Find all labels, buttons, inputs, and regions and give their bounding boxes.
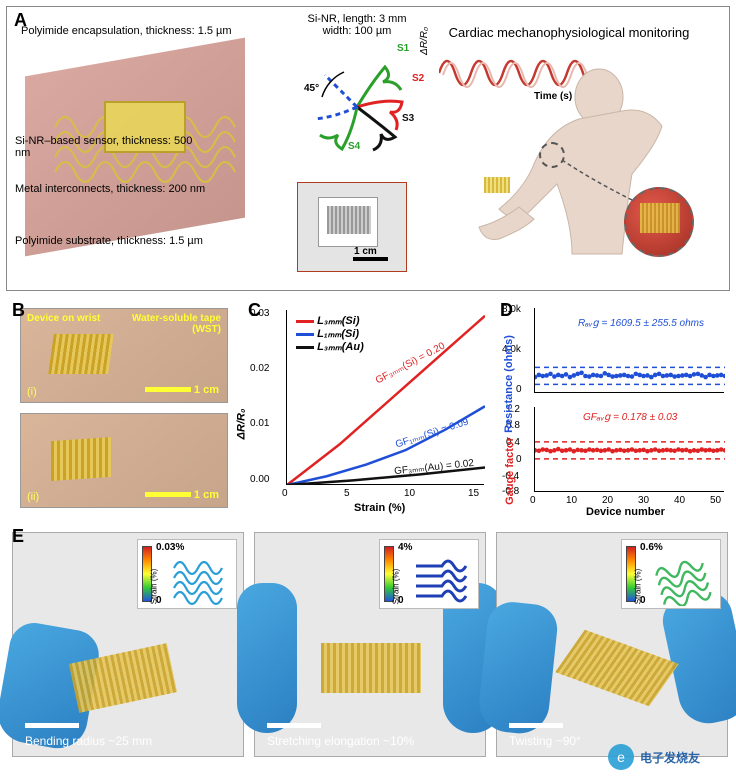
wrist-device-icon <box>484 177 510 193</box>
watermark-logo-text: e <box>617 749 625 765</box>
colorbar-title-2: Strain (%) <box>391 569 400 605</box>
colorbar-title-3: Strain (%) <box>633 569 642 605</box>
annot-sensor: Si-NR–based sensor, thickness: 500 nm <box>15 135 205 159</box>
label-device-on-wrist: Device on wrist <box>27 313 100 324</box>
panel-a: Polyimide encapsulation, thickness: 1.5 … <box>6 6 730 291</box>
rosette-s1: S1 <box>397 43 409 54</box>
panel-d: 8.0k 4.0k 0 Rₐᵥ𝗀 = 1609.5 ± 255.5 ohms 1… <box>498 300 730 515</box>
scale-b2: 1 cm <box>194 489 219 501</box>
rosette-s3: S3 <box>402 113 414 124</box>
panel-label-e: E <box>12 526 24 547</box>
panel-a-inset-photo: 1 cm <box>297 182 407 272</box>
cardiac-title: Cardiac mechanophysiological monitoring <box>429 25 709 40</box>
panel-e-photo-1: Bending radius ~25 mm 0.03% 0 Strain (%) <box>12 532 244 757</box>
panel-c: 0.03 0.02 0.01 0.00 0 5 10 15 Strain (%)… <box>244 300 492 515</box>
watermark-logo-icon: e <box>608 744 634 770</box>
panel-c-legend: L₃ₘₘ(Si) L₁ₘₘ(Si) L₃ₘₘ(Au) <box>296 314 364 353</box>
panel-e-cap-1: Bending radius ~25 mm <box>25 734 152 748</box>
serpentine-mesh-icon <box>45 72 245 192</box>
panel-d-xlabel: Device number <box>586 506 665 518</box>
scale-bar-icon <box>145 387 191 392</box>
panel-c-ylabel: ΔR/R₀ <box>235 409 247 440</box>
cardiac-ylabel: ΔR/R₀ <box>419 27 430 55</box>
strain-inset-1: 0.03% 0 Strain (%) <box>137 539 237 609</box>
annot-encap: Polyimide encapsulation, thickness: 1.5 … <box>21 25 232 37</box>
panel-label-b: B <box>12 300 25 321</box>
scale-bar-icon <box>353 257 388 261</box>
panel-e-cap-2: Stretching elongation ~10% <box>267 734 414 748</box>
panel-e-photo-3: Twisting ~90° 0.6% 0 Strain (%) <box>496 532 728 757</box>
annot-interconnects: Metal interconnects, thickness: 200 nm <box>15 183 205 195</box>
panel-e-cap-3: Twisting ~90° <box>509 734 581 748</box>
strain-max-2: 4% <box>398 542 412 553</box>
panel-b-photo-2: (ii) 1 cm <box>20 413 228 508</box>
legend-l3si: L₃ₘₘ(Si) <box>317 315 359 327</box>
label-wst: Water-soluble tape (WST) <box>132 313 221 335</box>
panel-label-a: A <box>14 10 27 31</box>
panel-b-sub-ii: (ii) <box>27 491 39 503</box>
legend-l1si: L₁ₘₘ(Si) <box>317 328 359 340</box>
scale-bar-icon <box>145 492 191 497</box>
watermark: e 电子发烧友 <box>608 740 728 774</box>
panel-a-human-group: Cardiac mechanophysiological monitoring … <box>419 27 719 277</box>
figure-root: Polyimide encapsulation, thickness: 1.5 … <box>0 0 736 784</box>
panel-b-photo-1: Device on wrist Water-soluble tape (WST)… <box>20 308 228 403</box>
gfavg-label: GFₐᵥ𝗀 = 0.178 ± 0.03 <box>583 412 677 423</box>
panel-b-sub-i: (i) <box>27 386 37 398</box>
panel-e-photo-2: Stretching elongation ~10% 4% 0 Strain (… <box>254 532 486 757</box>
annot-substrate: Polyimide substrate, thickness: 1.5 µm <box>15 235 203 247</box>
rosette-s4: S4 <box>348 141 360 152</box>
strain-inset-2: 4% 0 Strain (%) <box>379 539 479 609</box>
leader-line-icon <box>557 155 637 215</box>
scale-b1: 1 cm <box>194 384 219 396</box>
colorbar-title-1: Strain (%) <box>149 569 158 605</box>
legend-l3au: L₃ₘₘ(Au) <box>317 341 364 353</box>
panel-label-d: D <box>500 300 513 321</box>
panel-label-c: C <box>248 300 261 321</box>
strain-inset-3: 0.6% 0 Strain (%) <box>621 539 721 609</box>
rosette-group: Si-NR, length: 3 mm width: 100 µm S1 S2 … <box>282 13 432 172</box>
rosette-title: Si-NR, length: 3 mm width: 100 µm <box>282 13 432 37</box>
panel-d-ylabel-bot: Gauge factor <box>504 437 516 505</box>
rosette-angle: 45° <box>304 83 319 94</box>
panel-d-ylabel-top: Resistance (ohms) <box>503 335 515 433</box>
panel-b: Device on wrist Water-soluble tape (WST)… <box>6 300 238 515</box>
panel-c-xlabel: Strain (%) <box>354 502 405 514</box>
ravg-label: Rₐᵥ𝗀 = 1609.5 ± 255.5 ohms <box>578 318 704 329</box>
watermark-text: 电子发烧友 <box>640 749 700 766</box>
inset-scale-text: 1 cm <box>354 246 377 257</box>
